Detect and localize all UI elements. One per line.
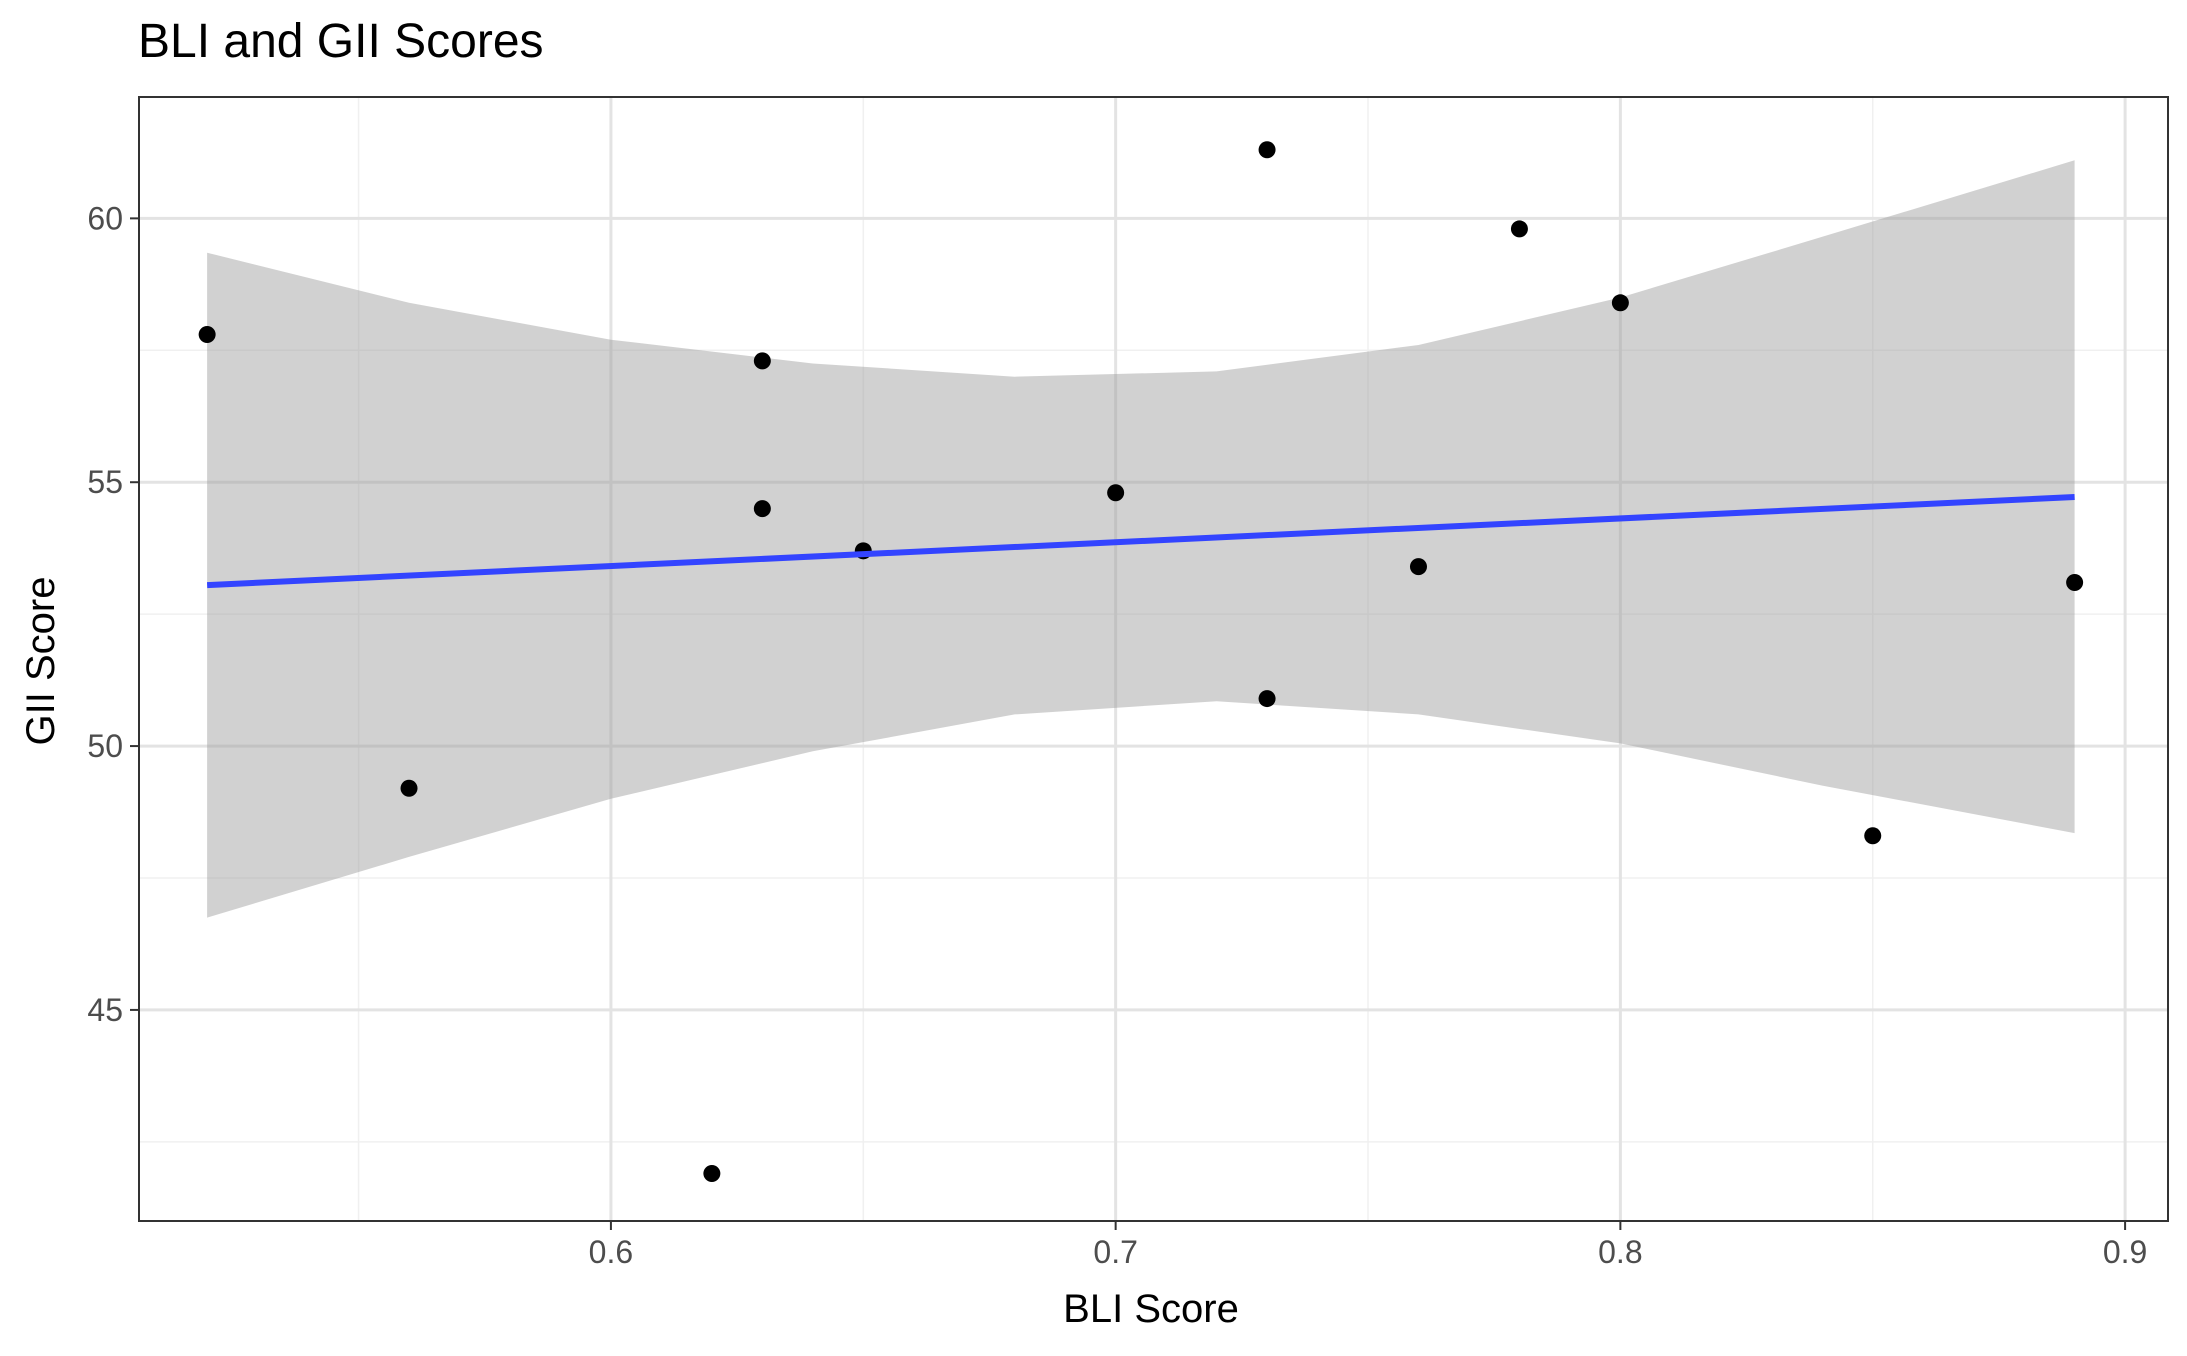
y-tick-label: 55 — [87, 464, 123, 500]
data-point — [400, 779, 418, 797]
data-point — [1611, 294, 1629, 312]
data-point — [753, 352, 771, 370]
y-axis-label: GII Score — [19, 577, 63, 746]
data-point — [1107, 484, 1125, 502]
x-tick-label: 0.8 — [1598, 1234, 1642, 1270]
panel-background — [139, 97, 2168, 1221]
panel-border — [138, 96, 2169, 1222]
data-point — [1510, 220, 1528, 238]
data-point — [198, 325, 216, 343]
plot-panel — [138, 96, 2169, 1222]
x-tick-label: 0.6 — [589, 1234, 633, 1270]
grid-minor — [139, 97, 2168, 1221]
y-tick-label: 50 — [87, 728, 123, 764]
data-point — [1864, 827, 1882, 845]
data-point — [703, 1165, 721, 1183]
data-point — [1258, 141, 1276, 159]
regression-line — [206, 493, 2075, 589]
data-point — [1258, 690, 1276, 708]
data-points — [198, 141, 2084, 1183]
data-point — [753, 500, 771, 518]
chart-title: BLI and GII Scores — [138, 15, 544, 68]
x-axis: 0.6 0.7 0.8 0.9 — [589, 1221, 2147, 1270]
y-tick-label: 60 — [87, 200, 123, 236]
x-tick-label: 0.7 — [1093, 1234, 1137, 1270]
y-axis: 45 50 55 60 — [87, 200, 139, 1028]
data-point — [2066, 573, 2084, 591]
x-tick-label: 0.9 — [2103, 1234, 2147, 1270]
x-axis-label: BLI Score — [1063, 1287, 1239, 1331]
y-tick-label: 45 — [87, 992, 123, 1028]
grid-major — [139, 97, 2168, 1221]
data-point — [1409, 558, 1427, 576]
